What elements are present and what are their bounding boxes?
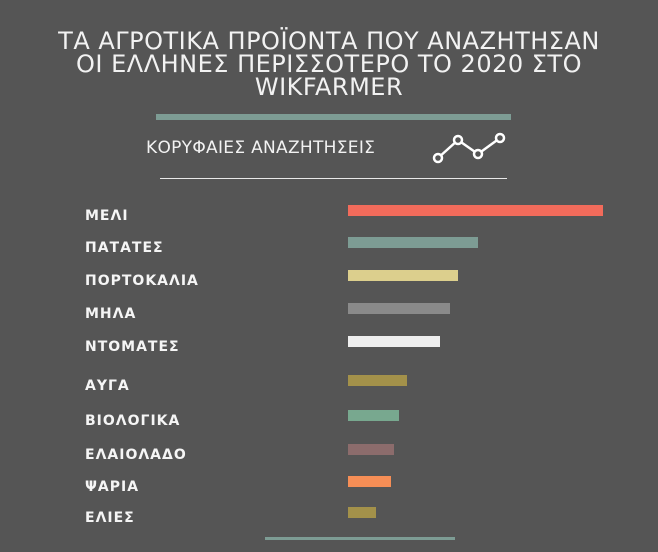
category-label: ΠΑΤΑΤΕΣ [85, 240, 164, 256]
footer-divider [265, 537, 455, 540]
bar [348, 444, 394, 455]
category-label: ΝΤΟΜΑΤΕΣ [85, 339, 180, 355]
trend-line-icon [432, 132, 506, 164]
category-label: ΨΑΡΙΑ [85, 479, 140, 495]
bar [348, 375, 407, 386]
bar [348, 507, 376, 518]
category-label: ΕΛΑΙΟΛΑΔΟ [85, 447, 187, 463]
category-label: ΒΙΟΛΟΓΙΚΑ [85, 413, 181, 429]
bar [348, 410, 399, 421]
bar [348, 303, 450, 314]
bar [348, 270, 458, 281]
bar [348, 237, 478, 248]
title-divider [156, 114, 511, 120]
chart-title: ΤΑ ΑΓΡΟΤΙΚΑ ΠΡΟΪΟΝΤΑ ΠΟΥ ΑΝΑΖΗΤΗΣΑΝ ΟΙ Ε… [58, 27, 600, 101]
category-label: ΠΟΡΤΟΚΑΛΙΑ [85, 273, 199, 289]
category-label: ΜΕΛΙ [85, 208, 129, 224]
category-label: ΑΥΓΑ [85, 378, 130, 394]
category-label: ΜΗΛΑ [85, 306, 137, 322]
bar [348, 336, 440, 347]
bar [348, 476, 391, 487]
subtitle-divider [160, 178, 507, 179]
chart-subtitle: ΚΟΡΥΦΑΙΕΣ ΑΝΑΖΗΤΗΣΕΙΣ [146, 138, 376, 158]
bar [348, 205, 603, 216]
category-label: ΕΛΙΕΣ [85, 510, 135, 526]
